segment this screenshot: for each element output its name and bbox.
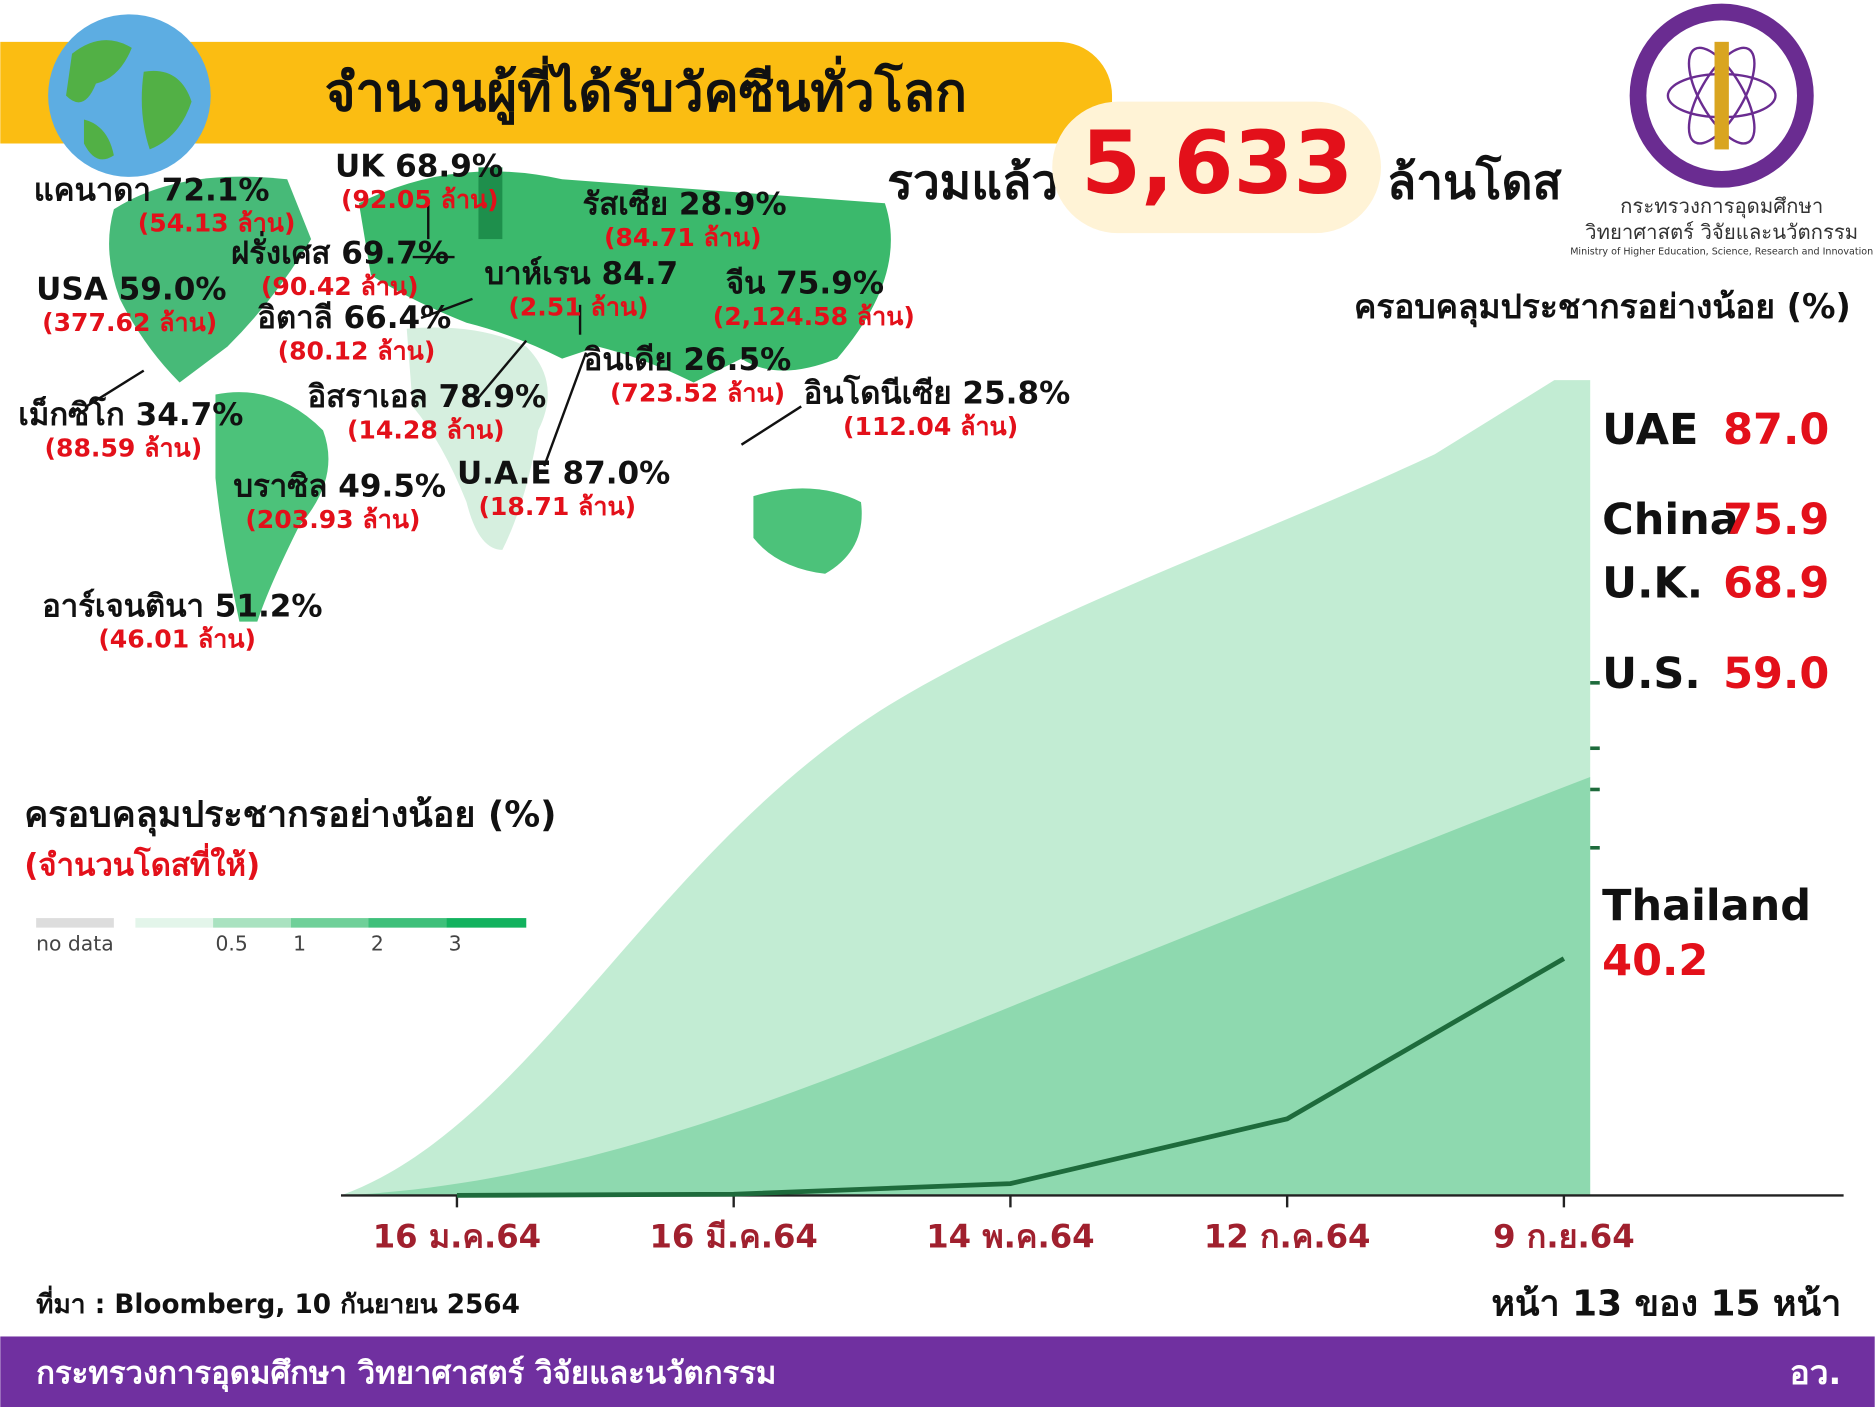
map-label: จีน 75.9%	[726, 266, 884, 302]
highlight-name: U.S.	[1602, 649, 1701, 699]
highlight-value: 87.0	[1723, 405, 1829, 455]
legend-swatch	[290, 918, 369, 928]
map-label: อิสราเอล 78.9%	[308, 379, 547, 415]
highlight-value: 75.9	[1723, 495, 1829, 545]
total: 5,633	[1081, 114, 1353, 214]
map-doses: (203.93 ล้าน)	[245, 505, 420, 534]
legend-swatch	[36, 918, 114, 928]
map-doses: (90.42 ล้าน)	[261, 272, 419, 301]
map-doses: (18.71 ล้าน)	[478, 492, 636, 521]
background-lines-area	[340, 380, 1591, 1196]
legend-label: no data	[36, 931, 114, 955]
map-label: รัสเซีย 28.9%	[582, 187, 786, 223]
legend-label: 1	[293, 931, 306, 955]
map-doses: (54.13 ล้าน)	[138, 209, 296, 238]
footer-abbr: อว.	[1790, 1353, 1842, 1392]
logo-line: Ministry of Higher Education, Science, R…	[1570, 247, 1873, 258]
x-tick-label: 16 มี.ค.64	[649, 1217, 817, 1255]
legend-swatch	[135, 918, 214, 928]
total-prefix: รวมแล้ว	[887, 155, 1058, 210]
title: จำนวนผู้ที่ได้รับวัคซีนทั่วโลก	[325, 55, 967, 125]
map-doses: (723.52 ล้าน)	[610, 378, 785, 407]
map-doses: (80.12 ล้าน)	[278, 337, 436, 366]
chart-title: ครอบคลุมประชากรอย่างน้อย (%)	[1354, 287, 1851, 328]
map-doses: (2.51 ล้าน)	[508, 292, 648, 321]
highlight-name: U.K.	[1602, 558, 1703, 608]
source: ที่มา : Bloomberg, 10 กันยายน 2564	[36, 1285, 520, 1320]
legend-label: 0.5	[215, 931, 247, 955]
total-pill	[1052, 101, 1381, 234]
map-doses: (2,124.58 ล้าน)	[713, 302, 915, 331]
highlight-name: UAE	[1602, 405, 1698, 455]
legend-swatch	[213, 918, 291, 928]
map-doses: (14.28 ล้าน)	[347, 416, 505, 445]
x-tick-label: 16 ม.ค.64	[373, 1217, 541, 1255]
data-label: 40.2	[1602, 936, 1708, 986]
map-label: U.A.E 87.0%	[457, 456, 670, 492]
legend-subtitle: (จำนวนโดสที่ให้)	[24, 843, 260, 884]
map-label: ฝรั่งเศส 69.7%	[231, 231, 449, 272]
world-map	[109, 167, 891, 622]
legend-swatch	[368, 918, 447, 928]
map-label: อาร์เจนตินา 51.2%	[42, 588, 322, 624]
legend-label: 3	[449, 931, 462, 955]
series-name: Thailand	[1602, 881, 1811, 931]
title-bar	[0, 41, 1113, 144]
map-doses: (377.62 ล้าน)	[42, 308, 217, 337]
map-doses: (84.71 ล้าน)	[604, 223, 762, 252]
page-number: หน้า 13 ของ 15 หน้า	[1491, 1283, 1841, 1324]
map-label: บาห์เรน 84.7	[484, 256, 678, 292]
map-doses: (92.05 ล้าน)	[341, 185, 499, 214]
footer-ministry: กระทรวงการอุดมศึกษา วิทยาศาสตร์ วิจัยและ…	[36, 1356, 776, 1393]
highlight-value: 68.9	[1723, 558, 1829, 608]
x-tick-label: 12 ก.ค.64	[1204, 1217, 1371, 1255]
map-label: บราซิล 49.5%	[233, 469, 446, 505]
series-line	[456, 956, 1566, 1198]
map-label: เม็กซิโก 34.7%	[18, 395, 243, 433]
total-unit: ล้านโดส	[1387, 153, 1563, 210]
highlight-value: 59.0	[1723, 649, 1829, 699]
map-label: อินโดนีเซีย 25.8%	[804, 373, 1071, 411]
x-tick-label: 9 ก.ย.64	[1493, 1217, 1635, 1255]
legend-swatch	[446, 918, 527, 928]
map-label: UK 68.9%	[335, 148, 503, 184]
map-label: แคนาดา 72.1%	[34, 172, 270, 208]
logo-line: วิทยาศาสตร์ วิจัยและนวัตกรรม	[1585, 220, 1859, 244]
x-tick-label: 14 พ.ค.64	[926, 1217, 1094, 1255]
map-doses: (88.59 ล้าน)	[45, 433, 203, 462]
legend-label: 2	[371, 931, 384, 955]
logo-line: กระทรวงการอุดมศึกษา	[1620, 194, 1823, 219]
map-label: อิตาลี 66.4%	[257, 300, 451, 336]
highlight-name: China	[1602, 495, 1739, 545]
logo	[1629, 3, 1814, 188]
footer-bar	[0, 1336, 1875, 1407]
background-lines-area	[340, 777, 1591, 1196]
globe	[48, 14, 211, 177]
legend-title: ครอบคลุมประชากรอย่างน้อย (%)	[24, 794, 556, 836]
map-label: อินเดีย 26.5%	[584, 342, 792, 378]
map-label: USA 59.0%	[36, 271, 226, 307]
map-doses: (46.01 ล้าน)	[98, 625, 256, 654]
map-arrows	[85, 203, 802, 467]
map-doses: (112.04 ล้าน)	[843, 412, 1018, 441]
